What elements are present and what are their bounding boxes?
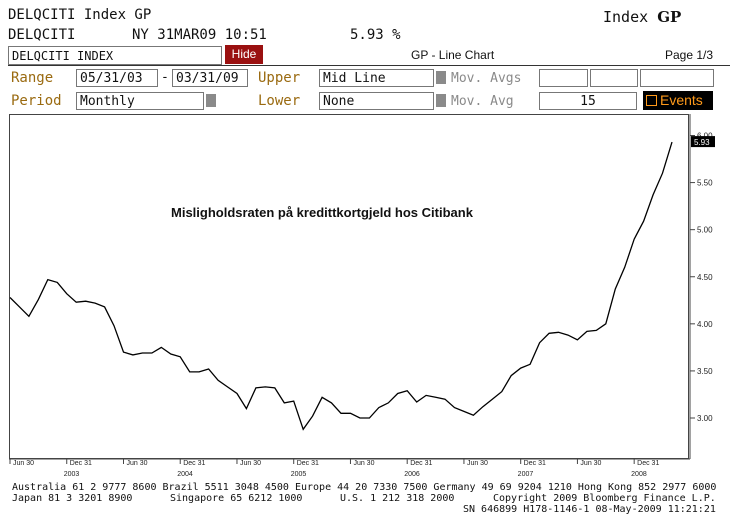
period-select[interactable]: Monthly <box>76 92 204 110</box>
function-label: GP - Line Chart <box>411 48 495 62</box>
hide-button[interactable]: Hide <box>225 45 263 64</box>
x-tick-label: Dec 31 <box>637 460 659 467</box>
x-tick-label: Dec 31 <box>70 460 92 467</box>
events-label: Events <box>660 92 703 108</box>
x-year-label: 2005 <box>291 471 307 478</box>
movavg-input[interactable]: 15 <box>539 92 637 110</box>
last-value-marker <box>691 136 715 148</box>
movavgs-input-1[interactable] <box>539 69 588 87</box>
upper-label: Upper <box>258 70 301 86</box>
y-tick-label: 4.50 <box>697 273 713 282</box>
x-year-label: 2004 <box>177 471 193 478</box>
range-start-input[interactable]: 05/31/03 <box>76 69 158 87</box>
x-tick-label: Dec 31 <box>410 460 432 467</box>
x-year-label: 2008 <box>631 471 647 478</box>
events-button[interactable]: Events <box>643 91 713 110</box>
footer-japan: Japan 81 3 3201 8900 <box>12 493 133 504</box>
lower-dropdown-icon[interactable] <box>436 94 446 107</box>
upper-select[interactable]: Mid Line <box>319 69 434 87</box>
x-tick-label: Dec 31 <box>297 460 319 467</box>
x-tick-label: Jun 30 <box>353 460 374 467</box>
x-tick-label: Jun 30 <box>13 460 34 467</box>
ticker: DELQCITI <box>8 27 76 43</box>
y-tick-label: 5.50 <box>697 179 713 188</box>
y-tick-label: 5.00 <box>697 226 713 235</box>
events-checkbox-icon <box>646 95 657 106</box>
movavg-label: Mov. Avg <box>451 94 514 109</box>
x-tick-label: Dec 31 <box>183 460 205 467</box>
x-tick-label: Jun 30 <box>126 460 147 467</box>
x-tick-label: Jun 30 <box>240 460 261 467</box>
x-year-label: 2003 <box>64 471 80 478</box>
lower-select[interactable]: None <box>319 92 434 110</box>
footer-us: U.S. 1 212 318 2000 <box>340 493 455 504</box>
venue-time: NY 31MAR09 10:51 <box>132 27 267 43</box>
y-tick-label: 3.50 <box>697 367 713 376</box>
x-tick-label: Jun 30 <box>467 460 488 467</box>
x-tick-label: Dec 31 <box>524 460 546 467</box>
chart-annotation: Misligholdsraten på kredittkortgjeld hos… <box>171 205 473 220</box>
footer-serial: SN 646899 H178-1146-1 08-May-2009 11:21:… <box>463 504 716 515</box>
y-tick-label: 4.00 <box>697 320 713 329</box>
movavgs-input-2[interactable] <box>590 69 638 87</box>
x-year-label: 2007 <box>518 471 534 478</box>
range-end-input[interactable]: 03/31/09 <box>172 69 248 87</box>
footer-copyright: Copyright 2009 Bloomberg Finance L.P. <box>493 493 716 504</box>
security-field[interactable]: DELQCITI INDEX <box>8 46 222 65</box>
brand-index: Index <box>603 8 649 26</box>
x-year-label: 2006 <box>404 471 420 478</box>
last-value: 5.93 % <box>350 27 401 43</box>
movavgs-label: Mov. Avgs <box>451 71 522 86</box>
period-dropdown-icon[interactable] <box>206 94 216 107</box>
last-value-label: 5.93 <box>694 138 710 147</box>
movavgs-input-3[interactable] <box>640 69 714 87</box>
series-line <box>9 141 673 431</box>
security-title: DELQCITI Index GP <box>8 7 152 23</box>
footer-singapore: Singapore 65 6212 1000 <box>170 493 303 504</box>
range-label: Range <box>11 70 54 86</box>
page-label[interactable]: Page 1/3 <box>665 48 714 62</box>
brand-gp: GP <box>657 8 682 26</box>
upper-dropdown-icon[interactable] <box>436 71 446 84</box>
period-label: Period <box>11 93 62 109</box>
brand-label: Index GP <box>603 8 681 26</box>
lower-label: Lower <box>258 93 301 109</box>
x-tick-label: Jun 30 <box>580 460 601 467</box>
footer-contacts: Australia 61 2 9777 8600 Brazil 5511 304… <box>12 482 717 493</box>
y-tick-label: 6.00 <box>697 132 713 141</box>
range-dash: - <box>161 70 169 85</box>
toolbar-divider <box>8 65 730 66</box>
y-tick-label: 3.00 <box>697 414 713 423</box>
